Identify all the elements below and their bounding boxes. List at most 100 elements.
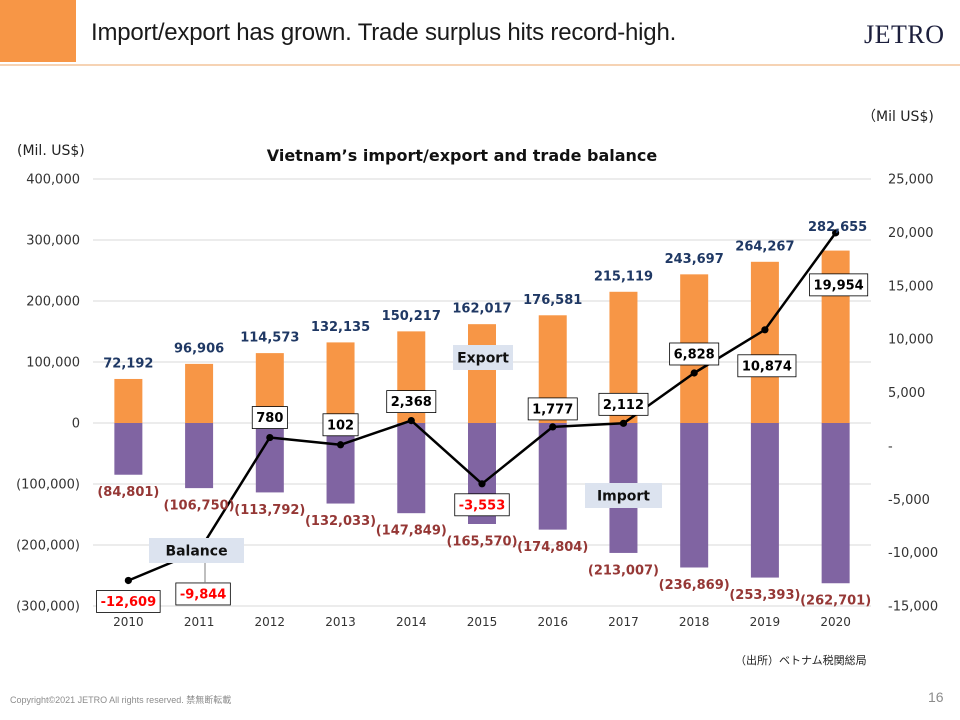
import-data-label-2016: (174,804) xyxy=(517,540,588,555)
balance-data-label-2017: 2,112 xyxy=(598,392,649,416)
balance-label-text: 102 xyxy=(327,418,354,433)
balance-point-2018 xyxy=(690,369,698,377)
balance-callout-box xyxy=(149,538,244,563)
import-data-label-2019: (253,393) xyxy=(729,588,800,603)
balance-label-text: 10,874 xyxy=(742,359,792,374)
right-axis-label: （Mil US$) xyxy=(862,109,934,125)
import-bar-2011 xyxy=(185,423,214,489)
balance-label-box xyxy=(809,273,869,297)
export-data-label-2012: 114,573 xyxy=(240,331,299,346)
balance-data-label-2015: -3,553 xyxy=(454,493,510,517)
chart-title: Vietnam’s import/export and trade balanc… xyxy=(267,146,658,165)
import-bars xyxy=(114,423,850,584)
import-bar-2014 xyxy=(397,423,426,514)
balance-label-text: 19,954 xyxy=(814,278,864,293)
balance-point-2016 xyxy=(549,423,557,431)
x-axis-tick-label: 2011 xyxy=(184,615,215,629)
x-axis-tick-label: 2020 xyxy=(820,615,851,629)
export-data-label-2017: 215,119 xyxy=(594,269,653,284)
balance-label-text: 2,368 xyxy=(391,395,432,410)
balance-label-box xyxy=(669,342,720,366)
balance-label-text: -3,553 xyxy=(459,498,506,513)
right-axis-tick-label: - xyxy=(888,439,893,454)
export-data-labels: 72,192 96,906 114,573 132,135 150,217 162,017… xyxy=(103,220,867,371)
x-axis-tick-label: 2016 xyxy=(537,615,568,629)
page-number: 16 xyxy=(928,689,944,705)
balance-data-label-2011: -9,844 xyxy=(175,582,231,606)
right-axis-tick-label: 15,000 xyxy=(888,279,934,294)
header-divider xyxy=(0,64,960,66)
balance-data-label-2013: 102 xyxy=(322,413,359,437)
balance-data-labels: -12,609 -9,844 780 102 2,368 -3,553 1,777 2,112… xyxy=(96,273,869,613)
x-axis-tick-label: 2014 xyxy=(396,615,427,629)
export-bar-2015 xyxy=(468,324,496,423)
import-callout-box xyxy=(585,483,662,508)
import-data-label-2012: (113,792) xyxy=(234,503,305,518)
export-callout-box xyxy=(453,345,513,370)
left-axis-tick-label: (200,000) xyxy=(16,539,80,554)
x-axis-tick-label: 2012 xyxy=(255,615,286,629)
x-axis-tick-label: 2010 xyxy=(113,615,144,629)
copyright-notice: Copyright©2021 JETRO All rights reserved… xyxy=(10,695,232,705)
left-axis-label: (Mil. US$) xyxy=(17,143,85,159)
balance-point-2017 xyxy=(619,419,628,427)
x-axis-tick-label: 2017 xyxy=(608,615,639,629)
export-bar-2011 xyxy=(185,363,214,423)
export-data-label-2020: 282,655 xyxy=(808,220,867,235)
x-axis-ticks: 2010 2011 2012 2013 2014 2015 2016 2017 2018 2019… xyxy=(113,615,851,629)
balance-point-2015 xyxy=(478,480,486,488)
left-axis-tick-label: (100,000) xyxy=(16,478,80,493)
balance-label-box xyxy=(454,493,510,517)
balance-data-label-2020: 19,954 xyxy=(809,273,869,297)
left-axis-tick-label: 200,000 xyxy=(26,295,80,310)
export-data-label-2015: 162,017 xyxy=(452,302,511,317)
import-data-labels: (84,801) (106,750) (113,792)(132,033)(147,… xyxy=(97,485,871,609)
balance-label-text: 2,112 xyxy=(603,398,644,413)
export-bar-2010 xyxy=(114,378,143,423)
right-axis-ticks: 25,000 20,000 15,000 10,000 5,000 - -5,000 -10,… xyxy=(888,173,938,615)
right-axis-tick-label: -15,000 xyxy=(888,600,938,615)
export-data-label-2016: 176,581 xyxy=(523,293,582,308)
import-bar-2020 xyxy=(821,423,850,584)
balance-data-label-2019: 10,874 xyxy=(737,354,797,378)
slide-title: Import/export has grown. Trade surplus h… xyxy=(91,19,677,46)
import-bar-2013 xyxy=(326,423,355,504)
balance-data-label-2018: 6,828 xyxy=(669,342,720,366)
balance-point-2013 xyxy=(336,441,345,449)
export-data-label-2019: 264,267 xyxy=(735,239,794,254)
balance-label-text: 780 xyxy=(256,411,283,426)
left-axis-ticks: 400,000 300,000 200,000 100,000 0 (100,000) (2… xyxy=(16,173,80,615)
export-callout: Export xyxy=(453,345,513,370)
import-data-label-2020: (262,701) xyxy=(800,594,871,609)
export-callout-label: Export xyxy=(457,351,509,367)
left-axis-tick-label: 100,000 xyxy=(26,356,80,371)
export-bar-2019 xyxy=(750,261,779,423)
jetro-logo: JETRO xyxy=(864,20,945,49)
export-data-label-2014: 150,217 xyxy=(382,309,441,324)
balance-label-box xyxy=(175,582,231,606)
right-axis-tick-label: 10,000 xyxy=(888,333,934,348)
balance-callout-label: Balance xyxy=(165,544,227,560)
right-axis-tick-label: 20,000 xyxy=(888,226,934,241)
balance-label-text: 6,828 xyxy=(674,347,715,362)
balance-label-box xyxy=(527,397,578,421)
import-data-label-2010: (84,801) xyxy=(97,485,159,500)
balance-label-box xyxy=(96,590,161,613)
export-data-label-2011: 96,906 xyxy=(174,341,224,356)
balance-label-text: 1,777 xyxy=(532,402,573,417)
balance-data-label-2010: -12,609 xyxy=(96,590,161,613)
left-axis-tick-label: 400,000 xyxy=(26,173,80,188)
import-bar-2018 xyxy=(680,423,709,568)
balance-callout: Balance xyxy=(149,538,244,583)
export-data-label-2010: 72,192 xyxy=(103,356,153,371)
import-data-label-2013: (132,033) xyxy=(305,514,376,529)
x-axis-tick-label: 2019 xyxy=(750,615,781,629)
left-axis-tick-label: 300,000 xyxy=(26,234,80,249)
import-data-label-2018: (236,869) xyxy=(659,578,730,593)
balance-point-2012 xyxy=(266,433,274,442)
left-axis-tick-label: (300,000) xyxy=(16,600,80,615)
right-axis-tick-label: 25,000 xyxy=(888,173,934,188)
right-axis-tick-label: 5,000 xyxy=(888,386,925,401)
